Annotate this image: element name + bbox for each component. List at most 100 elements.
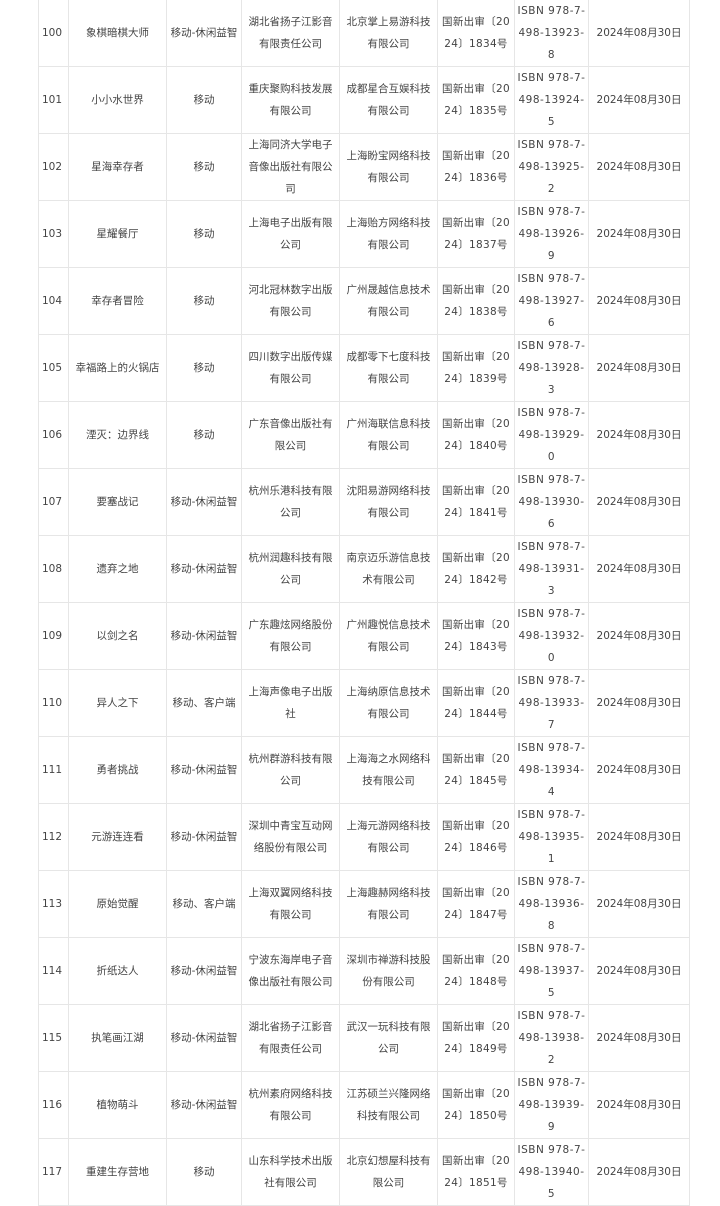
game-category-cell: 移动-休闲益智	[166, 535, 242, 603]
publisher-cell: 河北冠林数字出版有限公司	[241, 267, 340, 335]
game-category-cell: 移动	[166, 334, 242, 402]
row-number-cell: 117	[38, 1138, 69, 1206]
approval-number-cell: 国新出审〔2024〕1841号	[437, 468, 515, 536]
game-name-cell: 异人之下	[68, 669, 167, 737]
publisher-cell: 重庆聚购科技发展有限公司	[241, 66, 340, 134]
table-row: 115 执笔画江湖 移动-休闲益智 湖北省扬子江影音有限责任公司 武汉一玩科技有限公司国…	[38, 1004, 690, 1072]
table-row: 114 折纸达人 移动-休闲益智 宁波东海岸电子音像出版社有限公司 深圳市禅游科技股份有…	[38, 937, 690, 1005]
table-row: 110 异人之下 移动、客户端 上海声像电子出版社 上海纳原信息技术有限公司 国新出审〔2…	[38, 669, 690, 737]
row-number-cell: 103	[38, 200, 69, 268]
game-name-cell: 勇者挑战	[68, 736, 167, 804]
isbn-cell: ISBN 978-7-498-13931-3	[514, 535, 589, 603]
approval-date-cell: 2024年08月30日	[588, 602, 690, 670]
game-category-cell: 移动、客户端	[166, 669, 242, 737]
operator-cell: 武汉一玩科技有限公司	[339, 1004, 438, 1072]
publisher-cell: 上海同济大学电子音像出版社有限公司	[241, 133, 340, 201]
approval-number-cell: 国新出审〔2024〕1845号	[437, 736, 515, 804]
operator-cell: 上海纳原信息技术有限公司	[339, 669, 438, 737]
table-row: 107 要塞战记 移动-休闲益智 杭州乐港科技有限公司 沈阳易游网络科技有限公司 国新出审…	[38, 468, 690, 536]
game-category-cell: 移动-休闲益智	[166, 1071, 242, 1139]
publisher-cell: 湖北省扬子江影音有限责任公司	[241, 1004, 340, 1072]
table-row: 105 幸福路上的火锅店 移动 四川数字出版传媒有限公司 成都零下七度科技有限公司 国新出…	[38, 334, 690, 402]
table-body: 100 象棋暗棋大师 移动-休闲益智 湖北省扬子江影音有限责任公司 北京掌上易游科技有限…	[38, 0, 690, 1206]
game-name-cell: 执笔画江湖	[68, 1004, 167, 1072]
row-number-cell: 100	[38, 0, 69, 67]
isbn-cell: ISBN 978-7-498-13926-9	[514, 200, 589, 268]
publisher-cell: 广东音像出版社有限公司	[241, 401, 340, 469]
isbn-cell: ISBN 978-7-498-13929-0	[514, 401, 589, 469]
game-category-cell: 移动-休闲益智	[166, 602, 242, 670]
approval-number-cell: 国新出审〔2024〕1847号	[437, 870, 515, 938]
publisher-cell: 山东科学技术出版社有限公司	[241, 1138, 340, 1206]
game-category-cell: 移动-休闲益智	[166, 736, 242, 804]
publisher-cell: 广东趣炫网络股份有限公司	[241, 602, 340, 670]
game-name-cell: 幸福路上的火锅店	[68, 334, 167, 402]
approval-date-cell: 2024年08月30日	[588, 803, 690, 871]
row-number-cell: 105	[38, 334, 69, 402]
publisher-cell: 杭州群游科技有限公司	[241, 736, 340, 804]
operator-cell: 北京掌上易游科技有限公司	[339, 0, 438, 67]
game-category-cell: 移动-休闲益智	[166, 937, 242, 1005]
operator-cell: 广州晟越信息技术有限公司	[339, 267, 438, 335]
publisher-cell: 杭州乐港科技有限公司	[241, 468, 340, 536]
publisher-cell: 四川数字出版传媒有限公司	[241, 334, 340, 402]
game-category-cell: 移动-休闲益智	[166, 468, 242, 536]
game-name-cell: 幸存者冒险	[68, 267, 167, 335]
table-row: 113 原始觉醒 移动、客户端 上海双翼网络科技有限公司 上海趣赫网络科技有限公司 国新出…	[38, 870, 690, 938]
isbn-cell: ISBN 978-7-498-13938-2	[514, 1004, 589, 1072]
row-number-cell: 111	[38, 736, 69, 804]
approval-number-cell: 国新出审〔2024〕1837号	[437, 200, 515, 268]
game-category-cell: 移动	[166, 267, 242, 335]
operator-cell: 成都零下七度科技有限公司	[339, 334, 438, 402]
approval-number-cell: 国新出审〔2024〕1850号	[437, 1071, 515, 1139]
approval-number-cell: 国新出审〔2024〕1836号	[437, 133, 515, 201]
isbn-cell: ISBN 978-7-498-13936-8	[514, 870, 589, 938]
game-category-cell: 移动-休闲益智	[166, 1004, 242, 1072]
game-name-cell: 原始觉醒	[68, 870, 167, 938]
isbn-cell: ISBN 978-7-498-13928-3	[514, 334, 589, 402]
table-row: 111 勇者挑战 移动-休闲益智 杭州群游科技有限公司 上海海之水网络科技有限公司 国新出…	[38, 736, 690, 804]
game-category-cell: 移动	[166, 66, 242, 134]
isbn-cell: ISBN 978-7-498-13939-9	[514, 1071, 589, 1139]
operator-cell: 沈阳易游网络科技有限公司	[339, 468, 438, 536]
row-number-cell: 102	[38, 133, 69, 201]
isbn-cell: ISBN 978-7-498-13934-4	[514, 736, 589, 804]
approval-number-cell: 国新出审〔2024〕1844号	[437, 669, 515, 737]
row-number-cell: 115	[38, 1004, 69, 1072]
approval-date-cell: 2024年08月30日	[588, 937, 690, 1005]
table-row: 103 星耀餐厅 移动 上海电子出版有限公司 上海贻方网络科技有限公司 国新出审〔2024…	[38, 200, 690, 268]
publisher-cell: 宁波东海岸电子音像出版社有限公司	[241, 937, 340, 1005]
publisher-cell: 上海声像电子出版社	[241, 669, 340, 737]
approval-number-cell: 国新出审〔2024〕1842号	[437, 535, 515, 603]
publisher-cell: 上海电子出版有限公司	[241, 200, 340, 268]
approval-number-cell: 国新出审〔2024〕1848号	[437, 937, 515, 1005]
isbn-cell: ISBN 978-7-498-13937-5	[514, 937, 589, 1005]
game-category-cell: 移动	[166, 200, 242, 268]
table-row: 108 遗弃之地 移动-休闲益智 杭州润趣科技有限公司 南京迈乐游信息技术有限公司 国新出…	[38, 535, 690, 603]
approval-number-cell: 国新出审〔2024〕1838号	[437, 267, 515, 335]
approval-date-cell: 2024年08月30日	[588, 334, 690, 402]
game-name-cell: 折纸达人	[68, 937, 167, 1005]
approval-date-cell: 2024年08月30日	[588, 200, 690, 268]
approval-date-cell: 2024年08月30日	[588, 66, 690, 134]
approval-date-cell: 2024年08月30日	[588, 267, 690, 335]
approval-number-cell: 国新出审〔2024〕1846号	[437, 803, 515, 871]
operator-cell: 上海趣赫网络科技有限公司	[339, 870, 438, 938]
table-row: 117 重建生存营地 移动 山东科学技术出版社有限公司 北京幻想屋科技有限公司 国新出审〔…	[38, 1138, 690, 1206]
table-row: 112 元游连连看 移动-休闲益智 深圳中青宝互动网络股份有限公司 上海元游网络科技有限…	[38, 803, 690, 871]
isbn-cell: ISBN 978-7-498-13927-6	[514, 267, 589, 335]
game-name-cell: 元游连连看	[68, 803, 167, 871]
table-row: 100 象棋暗棋大师 移动-休闲益智 湖北省扬子江影音有限责任公司 北京掌上易游科技有限…	[38, 0, 690, 67]
operator-cell: 北京幻想屋科技有限公司	[339, 1138, 438, 1206]
approval-date-cell: 2024年08月30日	[588, 1004, 690, 1072]
approval-number-cell: 国新出审〔2024〕1835号	[437, 66, 515, 134]
game-name-cell: 湮灭：边界线	[68, 401, 167, 469]
game-approval-table: 100 象棋暗棋大师 移动-休闲益智 湖北省扬子江影音有限责任公司 北京掌上易游科技有限…	[38, 0, 690, 1206]
row-number-cell: 109	[38, 602, 69, 670]
row-number-cell: 116	[38, 1071, 69, 1139]
approval-date-cell: 2024年08月30日	[588, 1138, 690, 1206]
approval-number-cell: 国新出审〔2024〕1834号	[437, 0, 515, 67]
operator-cell: 上海盼宝网络科技有限公司	[339, 133, 438, 201]
operator-cell: 深圳市禅游科技股份有限公司	[339, 937, 438, 1005]
game-name-cell: 象棋暗棋大师	[68, 0, 167, 67]
